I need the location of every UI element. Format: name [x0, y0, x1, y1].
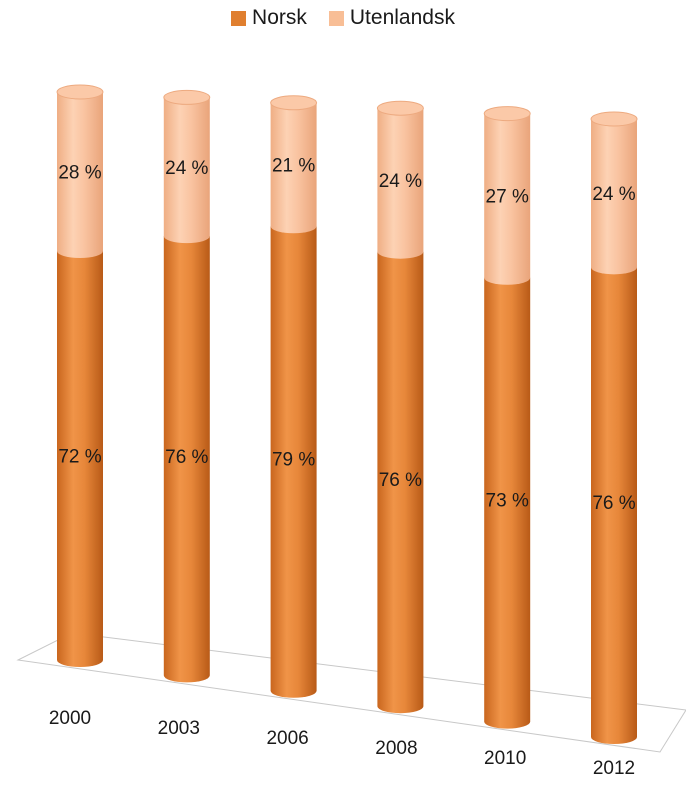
cylinder-top-cap-2010	[483, 106, 531, 122]
data-label-norsk-2003: 76 %	[165, 447, 208, 468]
cylinder-2000	[56, 84, 104, 668]
cylinder-top-cap-2000	[56, 84, 104, 100]
chart-legend: Norsk Utenlandsk	[0, 6, 686, 30]
x-tick-2003: 2003	[158, 718, 200, 739]
bar-norsk-2012	[591, 267, 637, 744]
cylinder-top-cap-2003	[163, 89, 211, 105]
cylinder-top-cap-2012	[590, 111, 638, 127]
bar-utenlandsk-2012	[591, 119, 637, 275]
cylinder-2003	[163, 89, 211, 683]
data-label-utenlandsk-2010: 27 %	[486, 187, 529, 208]
floor-plane	[16, 632, 686, 753]
bar-utenlandsk-2010	[484, 113, 531, 285]
bar-utenlandsk-2003	[163, 97, 210, 244]
legend-label-utenlandsk: Utenlandsk	[349, 6, 455, 29]
bar-norsk-2003	[163, 236, 210, 683]
data-label-norsk-2000: 72 %	[58, 447, 101, 468]
x-tick-2000: 2000	[49, 708, 91, 729]
data-label-utenlandsk-2003: 24 %	[165, 158, 208, 179]
cylinder-2012	[590, 111, 638, 744]
data-labels: 72 % 28 % 76 % 24 % 79 % 21 % 76 % 24 % 73 % 27 %…	[58, 156, 635, 515]
x-tick-2008: 2008	[375, 738, 417, 759]
data-label-utenlandsk-2006: 21 %	[272, 156, 315, 177]
bar-norsk-2000	[57, 251, 103, 668]
data-label-norsk-2010: 73 %	[486, 491, 529, 512]
bar-utenlandsk-2008	[377, 108, 424, 259]
bar-utenlandsk-2000	[57, 92, 103, 259]
data-label-utenlandsk-2012: 24 %	[592, 184, 635, 205]
cylinder-top-cap-2006	[270, 95, 318, 111]
cylinder-2008	[376, 100, 424, 714]
bar-norsk-2006	[270, 226, 317, 698]
x-tick-2006: 2006	[266, 728, 308, 749]
cylinder-2006	[270, 95, 318, 698]
data-label-utenlandsk-2000: 28 %	[58, 163, 101, 184]
legend-swatch-utenlandsk	[328, 10, 344, 26]
x-tick-2012: 2012	[593, 758, 635, 779]
cylinder-top-cap-2008	[376, 100, 424, 116]
legend-swatch-norsk	[231, 10, 247, 26]
cylinder-2010	[483, 106, 531, 729]
data-label-norsk-2008: 76 %	[379, 470, 422, 491]
chart-bars	[56, 84, 638, 744]
bar-norsk-2010	[484, 277, 531, 729]
bar-norsk-2008	[377, 251, 424, 714]
chart-floor	[16, 632, 686, 753]
legend-item-norsk: Norsk	[231, 6, 307, 30]
data-label-utenlandsk-2008: 24 %	[379, 171, 422, 192]
x-axis-ticks: 2000 2003 2006 2008 2010 2012	[49, 708, 635, 779]
legend-item-utenlandsk: Utenlandsk	[328, 6, 455, 30]
x-tick-2010: 2010	[484, 748, 526, 769]
legend-label-norsk: Norsk	[252, 6, 307, 29]
data-label-norsk-2006: 79 %	[272, 450, 315, 471]
bar-utenlandsk-2006	[270, 102, 317, 234]
data-label-norsk-2012: 76 %	[592, 493, 635, 514]
